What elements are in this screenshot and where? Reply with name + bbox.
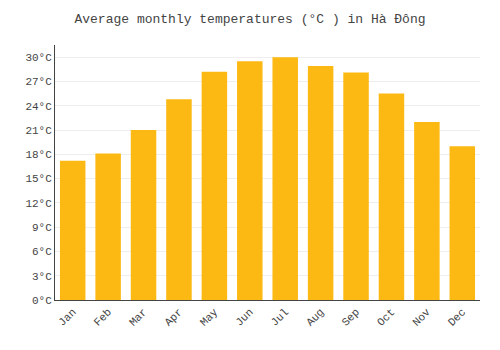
svg-text:Aug: Aug	[304, 306, 326, 328]
svg-text:Jun: Jun	[233, 306, 255, 328]
svg-text:24°C: 24°C	[25, 101, 52, 113]
svg-text:3°C: 3°C	[32, 271, 52, 283]
svg-text:15°C: 15°C	[25, 173, 52, 185]
svg-text:Mar: Mar	[127, 306, 149, 328]
svg-text:18°C: 18°C	[25, 149, 52, 161]
svg-text:Nov: Nov	[410, 306, 433, 329]
svg-text:Jan: Jan	[56, 306, 78, 328]
svg-text:Oct: Oct	[375, 306, 397, 328]
svg-text:12°C: 12°C	[25, 198, 52, 210]
svg-text:May: May	[198, 306, 221, 329]
svg-text:Apr: Apr	[162, 306, 184, 328]
svg-text:Average monthly temperatures (: Average monthly temperatures (°C ) in Hà…	[74, 12, 425, 27]
svg-text:9°C: 9°C	[32, 222, 52, 234]
svg-text:30°C: 30°C	[25, 52, 52, 64]
svg-text:Dec: Dec	[446, 306, 468, 328]
svg-text:Feb: Feb	[92, 306, 114, 328]
svg-text:6°C: 6°C	[32, 246, 52, 258]
svg-text:21°C: 21°C	[25, 125, 52, 137]
svg-text:Jul: Jul	[269, 306, 291, 328]
svg-text:Sep: Sep	[340, 306, 362, 328]
svg-text:27°C: 27°C	[25, 76, 52, 88]
svg-text:0°C: 0°C	[32, 295, 52, 307]
